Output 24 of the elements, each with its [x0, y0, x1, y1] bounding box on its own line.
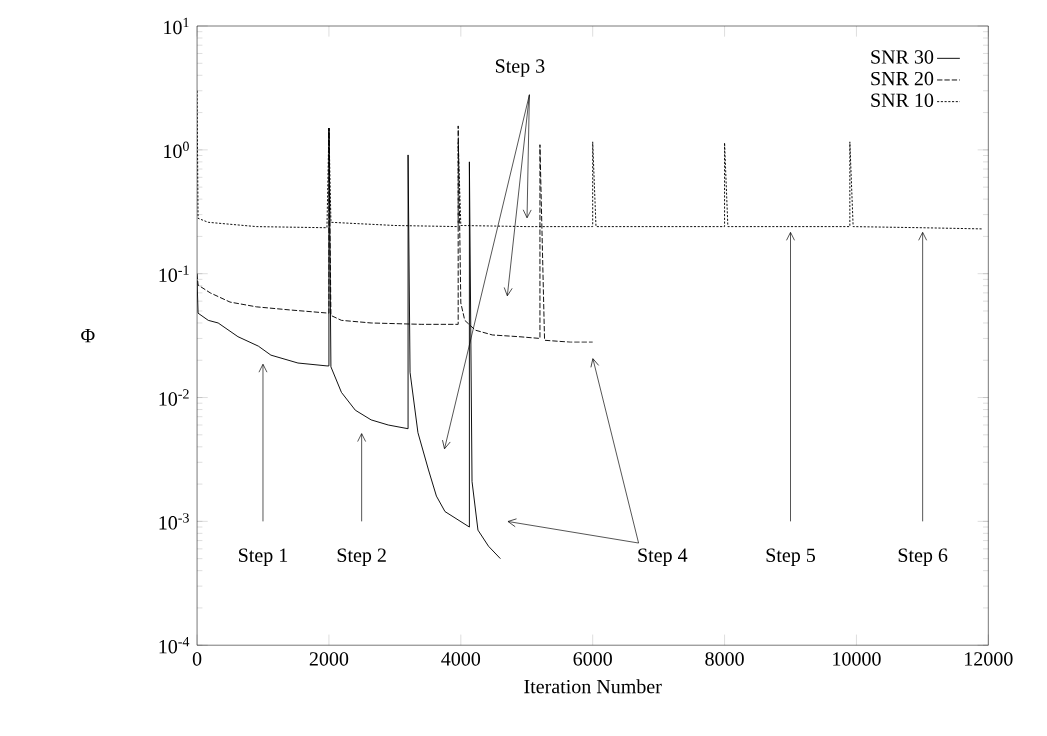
x-tick-label: 12000 — [965, 652, 1013, 666]
annotation: Step 3 — [495, 59, 545, 77]
x-tick-label: 8000 — [705, 652, 744, 666]
y-tick-label: 10$^{-1}$ — [159, 265, 189, 282]
y-axis-title: Φ — [81, 328, 95, 343]
annotation: Step 5 — [766, 548, 816, 566]
x-axis-title: Iteration Number — [524, 679, 662, 694]
annotation: Step 4 — [638, 548, 688, 566]
x-tick-label: 2000 — [309, 652, 349, 666]
legend-label: SNR 20 — [871, 71, 934, 86]
y-tick-label: 10$^{-3}$ — [159, 513, 189, 530]
y-tick-label: 10$^{0}$ — [164, 141, 189, 158]
legend-label: SNR 10 — [871, 93, 934, 107]
x-tick-label: 10000 — [833, 652, 881, 666]
annotation: Step 2 — [337, 548, 386, 566]
y-tick-label: 10$^{-4}$ — [159, 636, 190, 654]
annotation: Step 1 — [239, 548, 288, 566]
x-tick-label: 6000 — [573, 652, 612, 666]
y-tick-label: 10$^{1}$ — [164, 17, 189, 35]
y-tick-label: 10$^{-2}$ — [159, 389, 189, 406]
x-tick-label: 4000 — [441, 652, 481, 666]
x-tick-label: 0 — [192, 652, 202, 666]
legend-label: SNR 30 — [871, 50, 934, 64]
annotation: Step 6 — [898, 548, 948, 566]
